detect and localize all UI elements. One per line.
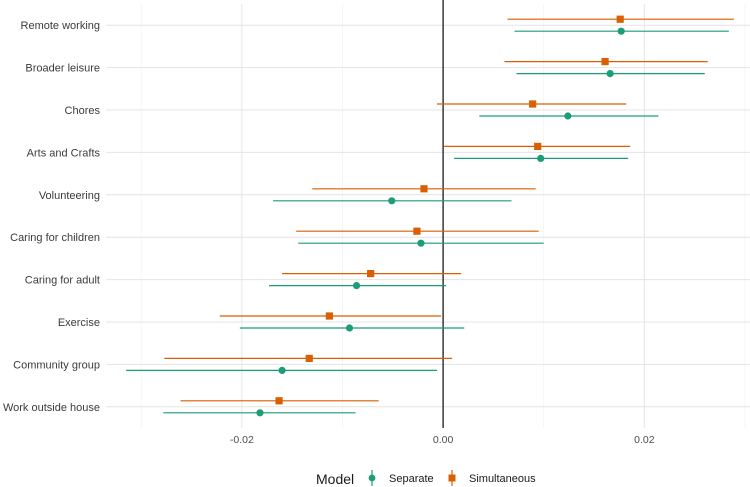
- separate-point: [345, 324, 354, 332]
- category-label: Caring for children: [10, 232, 100, 244]
- legend-label-simultaneous: Simultaneous: [469, 473, 536, 485]
- category-label: Arts and Crafts: [27, 147, 101, 159]
- category-label: Chores: [65, 105, 101, 117]
- simultaneous-point: [616, 15, 624, 23]
- simultaneous-point: [413, 227, 421, 235]
- legend-key-simultaneous: [448, 470, 456, 486]
- separate-point: [256, 409, 264, 417]
- legend-label-separate: Separate: [389, 473, 434, 485]
- separate-point: [352, 282, 361, 290]
- simultaneous-point: [420, 185, 428, 193]
- y-axis-labels: Remote working Broader leisure Chores Arts …: [3, 20, 101, 414]
- category-label: Remote working: [21, 20, 100, 32]
- x-tick-label: -0.02: [230, 434, 254, 446]
- category-label: Exercise: [58, 317, 100, 329]
- category-label: Community group: [13, 359, 100, 371]
- simultaneous-point: [305, 354, 313, 362]
- separate-point: [278, 366, 286, 374]
- x-axis-ticks: -0.02 0.00 0.02: [230, 434, 655, 446]
- category-label: Caring for adult: [25, 275, 100, 287]
- simultaneous-point: [601, 58, 609, 66]
- legend-key-separate: [368, 470, 376, 486]
- separate-point: [606, 70, 614, 78]
- legend-title: Model: [316, 471, 354, 487]
- category-label: Volunteering: [39, 190, 100, 202]
- separate-point: [417, 239, 425, 247]
- separate-point: [388, 197, 396, 205]
- separate-point: [564, 112, 572, 120]
- x-tick-label: 0.00: [433, 434, 454, 446]
- simultaneous-point: [529, 100, 537, 108]
- estimates: [126, 15, 734, 417]
- category-label: Work outside house: [3, 402, 100, 414]
- x-tick-label: 0.02: [634, 434, 655, 446]
- separate-point: [617, 27, 625, 35]
- separate-point: [537, 154, 545, 162]
- category-label: Broader leisure: [25, 63, 100, 75]
- simultaneous-point: [367, 270, 375, 278]
- simultaneous-point: [325, 312, 333, 320]
- simultaneous-point: [534, 142, 542, 150]
- simultaneous-point: [275, 397, 283, 405]
- grid: [106, 4, 750, 428]
- legend: Model Separate Simultaneous: [316, 470, 536, 487]
